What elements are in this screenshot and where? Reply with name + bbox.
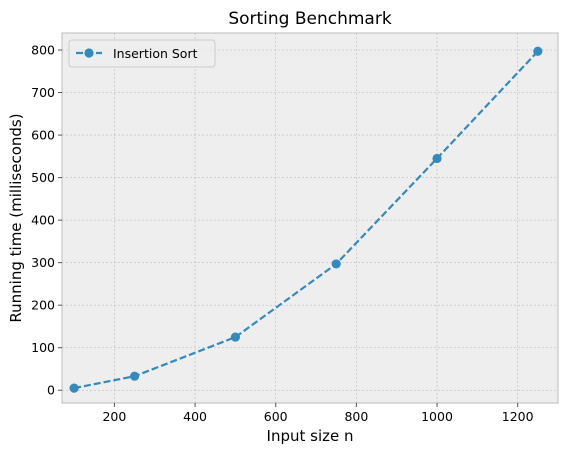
legend-series-label: Insertion Sort [113,46,198,61]
data-point [432,153,442,164]
data-point [69,383,79,393]
y-tick-label: 500 [31,170,55,185]
y-tick-label: 100 [31,340,55,355]
x-tick-label: 600 [264,409,288,424]
legend-box [68,39,216,68]
plot-area [62,33,558,403]
chart-title: Sorting Benchmark [228,9,392,29]
y-tick-label: 700 [31,85,55,100]
legend: Insertion Sort [68,39,216,68]
y-tick-label: 300 [31,255,55,270]
data-point [331,259,341,269]
y-tick-label: 0 [47,383,55,398]
x-tick-label: 1000 [421,409,453,424]
data-point [230,332,240,342]
x-tick-label: 200 [102,409,126,424]
axis-ticks: 200 400 600 800 1000 1200 0 100 200 300 400 500 600 7… [31,43,533,424]
x-tick-label: 800 [344,409,368,424]
series-line [73,50,539,390]
y-tick-label: 200 [31,298,55,313]
y-tick-label: 400 [31,213,55,228]
y-tick-label: 800 [31,43,55,58]
x-axis-label: Input size n [267,427,354,445]
x-tick-label: 1200 [502,409,534,424]
legend-series-marker [84,48,94,58]
data-point [533,46,543,56]
y-tick-label: 600 [31,128,55,143]
series-layer [69,46,543,393]
plot-frame [61,32,559,404]
y-axis-label: Running time (milliseconds) [7,113,25,322]
data-point [129,371,140,381]
x-tick-label: 400 [183,409,207,424]
grid-lines [62,33,558,403]
